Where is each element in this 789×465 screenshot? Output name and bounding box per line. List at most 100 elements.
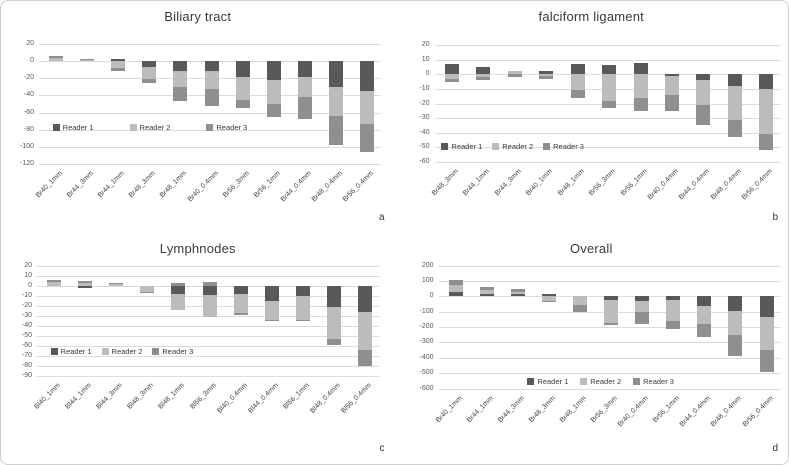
legend-item: Reader 3	[152, 347, 193, 356]
bar-segment-reader1-Br56_3mm	[602, 65, 617, 75]
x-axis-category-label: Br40_0.4mm	[646, 168, 680, 202]
plot-area: 20 10 0 -10 -20 -30 -40 -50 -60 -70 -80 -90 Bl40_1mm…	[22, 262, 379, 414]
bar-segment-reader2-Bl56_3mm	[202, 294, 217, 317]
bar-segment-reader2-Br56_0.4mm	[360, 91, 374, 124]
gridline	[438, 265, 781, 267]
bar-segment-reader3-Br44_0.4mm	[697, 323, 712, 337]
x-axis-category-label: Br56_3mm	[587, 168, 618, 198]
bar-segment-reader3-Bl40_0.4mm	[233, 312, 248, 315]
gridline	[434, 132, 781, 134]
y-axis-tick-label: -200	[419, 323, 434, 330]
y-axis-tick-label: 10	[24, 271, 32, 279]
y-axis-tick-label: -50	[419, 143, 430, 151]
y-axis-tick-label: -20	[23, 74, 34, 82]
bar-segment-reader1-Br40_0.4mm	[664, 74, 679, 76]
gridline	[37, 345, 379, 347]
bar-segment-reader3-Br56_1mm	[666, 320, 681, 329]
y-axis-tick-label: -50	[21, 331, 32, 339]
gridline	[39, 146, 381, 148]
legend-item: Reader 2	[492, 142, 533, 151]
bar-segment-reader1-Br56_1mm	[666, 296, 681, 301]
legend-item: Reader 1	[527, 377, 568, 386]
gridline	[37, 325, 379, 327]
legend-label: Reader 2	[502, 142, 534, 152]
x-axis-category-label: Br48_0.4mm	[710, 394, 744, 428]
y-axis-tick-label: 0	[30, 57, 34, 65]
x-axis-category-label: Br40_1mm	[34, 170, 65, 200]
x-axis-category-label: Br56_0.4mm	[341, 170, 375, 204]
bar-segment-reader3-Br48_1mm	[173, 86, 188, 101]
chart-title: Lymphnodes	[159, 240, 236, 256]
bar-segment-reader1-Bl44_0.4mm	[264, 285, 279, 301]
bar-segment-reader1-Bl56_1mm	[295, 285, 310, 296]
bar-segment-reader3-Br56_3mm	[235, 99, 250, 109]
legend-swatch-icon	[543, 143, 551, 151]
gridline	[438, 388, 781, 390]
bar-segment-reader2-Br48_0.4mm	[328, 86, 343, 116]
legend-label: Reader 3	[162, 346, 194, 356]
y-axis-tick-label: 100	[421, 276, 434, 284]
bar-segment-reader1-Br44_0.4mm	[696, 74, 711, 81]
panel-letter: a	[378, 211, 385, 223]
x-axis-category-label: Br44_1mm	[462, 168, 492, 198]
plot-area: 200 100 0 -100 -200 -300 -400 -500 -600 Br40_1mm B…	[419, 262, 781, 428]
bar-segment-reader1-Br48_3mm	[142, 61, 157, 68]
legend-item: Reader 2	[101, 347, 142, 356]
bar-segment-reader2-Br56_1mm	[266, 80, 281, 104]
x-axis-category-label: Bl48_1mm	[157, 381, 187, 411]
legend-label: Reader 2	[139, 123, 171, 133]
gridline	[438, 342, 781, 344]
gridline	[37, 275, 379, 277]
y-axis-tick-label: -500	[419, 369, 434, 377]
x-axis-category-label: Br40_0.4mm	[186, 170, 220, 204]
bar-segment-reader3-Br40_0.4mm	[204, 88, 219, 106]
gridline	[434, 118, 781, 120]
bar-segment-reader2-Br48_1mm	[173, 71, 188, 87]
bar-segment-reader1-Br56_0.4mm	[759, 296, 774, 317]
bar-segment-reader3-Br56_0.4mm	[360, 123, 374, 152]
y-axis-tick-label: -10	[419, 84, 430, 92]
x-axis-category-label: Br56_1mm	[252, 170, 282, 200]
y-axis-tick-label: 0	[425, 70, 430, 78]
legend-label: Reader 1	[451, 142, 483, 152]
bar-segment-reader2-Bl44_3mm	[109, 283, 124, 286]
legend: Reader 1 Reader 2 Reader 3	[52, 123, 248, 133]
x-axis-category-label: Br48_0.4mm	[709, 168, 743, 202]
legend-label: Reader 1	[60, 346, 92, 356]
bar-segment-reader3-Br48_0.4mm	[328, 116, 343, 146]
x-axis-category-label: Bl56_0.4mm	[340, 381, 373, 415]
bar-segment-reader2-Bl48_0.4mm	[326, 306, 341, 339]
bar-segment-reader3-Bl56_0.4mm	[358, 349, 372, 366]
bar-segment-reader2-Br48_3mm	[541, 296, 556, 301]
bar-segment-reader3-Bl44_1mm	[78, 280, 93, 283]
legend-swatch-icon	[527, 378, 535, 386]
x-axis-category-label: Br44_0.4mm	[279, 170, 313, 204]
bar-segment-reader2-Br56_1mm	[633, 74, 648, 98]
bar-segment-reader2-Br44_0.4mm	[696, 80, 711, 105]
bar-segment-reader2-Br44_3mm	[507, 71, 522, 75]
bar-segment-reader3-Br44_3mm	[507, 74, 522, 78]
legend-item: Reader 1	[50, 346, 92, 356]
bar-segment-reader2-Bl40_0.4mm	[233, 293, 248, 313]
gridline	[434, 162, 781, 163]
x-axis-category-label: Bl48_0.4mm	[309, 381, 342, 415]
legend-label: Reader 3	[216, 123, 248, 133]
y-axis-tick-label: 0	[429, 292, 434, 300]
bar-segment-reader2-Br40_0.4mm	[664, 75, 679, 95]
y-axis-tick-label: -70	[21, 351, 32, 359]
gridline	[37, 375, 379, 377]
legend-label: Reader 1	[62, 123, 94, 133]
y-axis-tick-label: -60	[23, 108, 34, 116]
y-axis-tick-label: 10	[421, 55, 430, 63]
bar-segment-reader1-Br48_3mm	[541, 293, 556, 297]
chart-panel-overall: Overall 200 100 0 -100 -200 -300 -400 -500 -600 B…	[395, 233, 789, 465]
legend-item: Reader 2	[129, 123, 171, 133]
bar-segment-reader1-Br48_1mm	[570, 64, 585, 75]
y-axis-tick-label: -20	[21, 301, 32, 309]
bar-segment-reader2-Br56_3mm	[604, 300, 619, 324]
gridline	[438, 373, 781, 375]
y-axis-tick-label: -60	[419, 158, 430, 165]
legend-item: Reader 1	[441, 142, 482, 151]
y-axis-tick-label: -30	[419, 114, 430, 122]
plot-area: 20 0 -20 -40 -60 -80 -100 -120 Br40_1mm Br44_3mm B…	[20, 40, 381, 203]
